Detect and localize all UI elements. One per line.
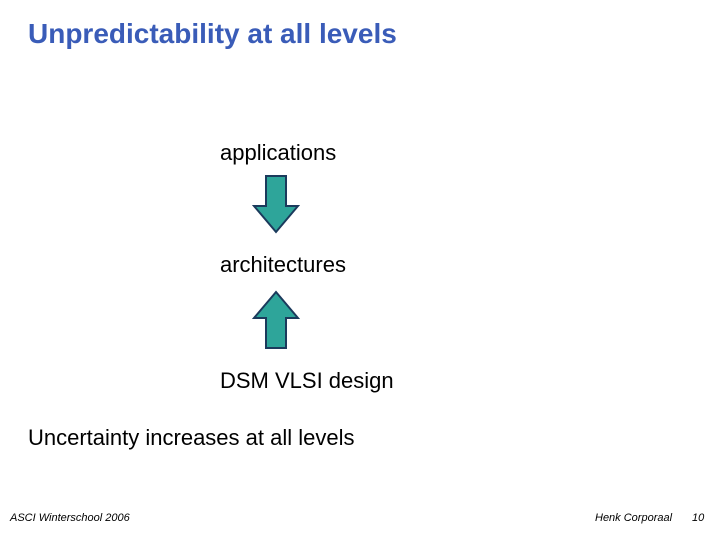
footer-right: Henk Corporaal [595,512,672,524]
arrow-up [252,290,300,355]
subtitle: Uncertainty increases at all levels [28,425,354,451]
arrow-down-icon [252,174,300,234]
arrow-up-icon [252,290,300,350]
page-number: 10 [692,512,704,524]
slide: Unpredictability at all levels applicati… [0,0,720,540]
level-architectures: architectures [220,252,346,278]
arrow-down [252,174,300,239]
level-dsm-vlsi: DSM VLSI design [220,368,394,394]
slide-title: Unpredictability at all levels [28,18,397,50]
footer-left: ASCI Winterschool 2006 [10,512,130,524]
level-applications: applications [220,140,336,166]
